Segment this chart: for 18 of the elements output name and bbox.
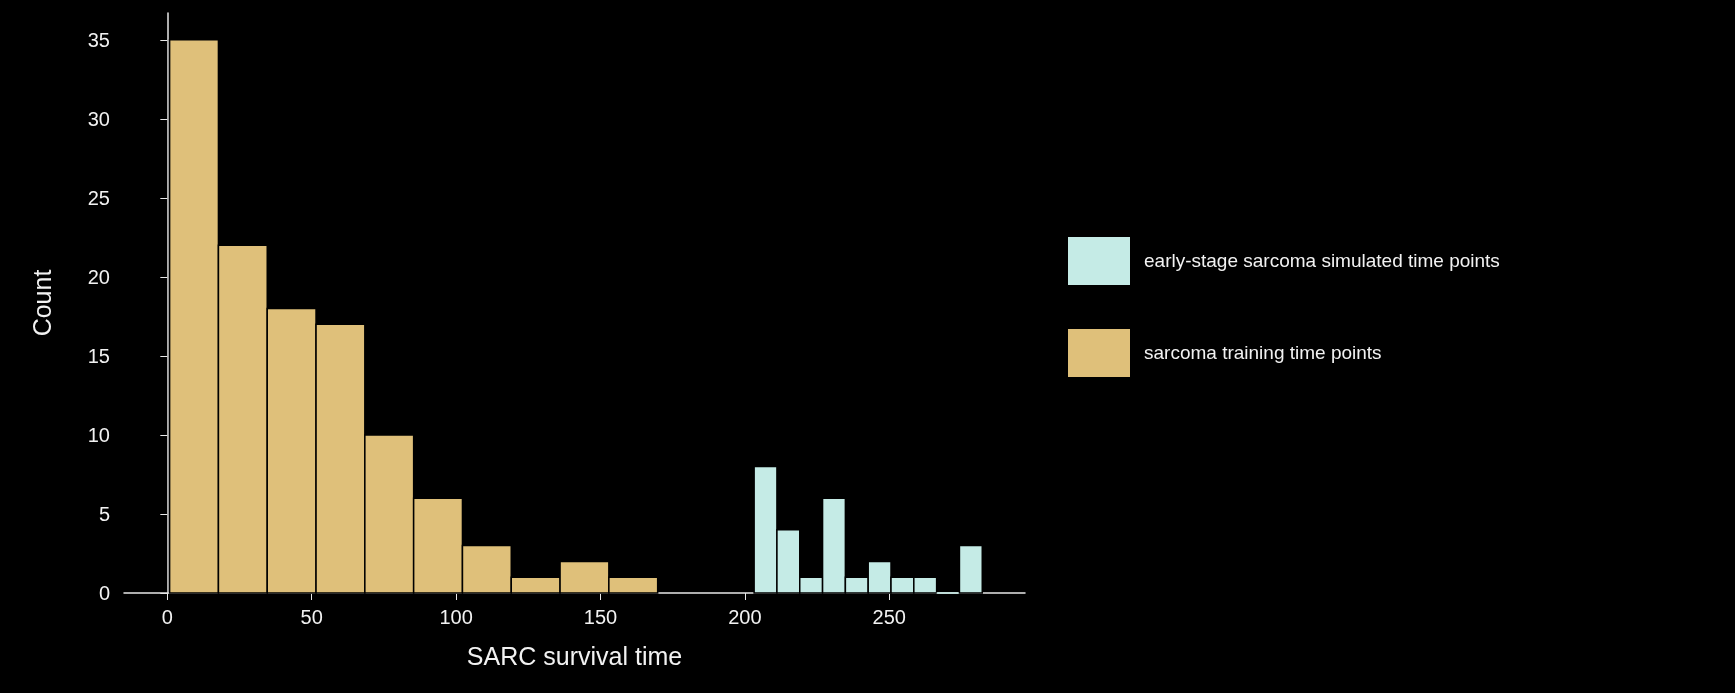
x-tick-label: 250 bbox=[872, 606, 906, 628]
y-tick-label: 30 bbox=[87, 107, 110, 130]
x-tick-label: 100 bbox=[439, 606, 473, 628]
y-axis-title: Count bbox=[27, 269, 56, 337]
text: sarcoma training time points bbox=[1144, 342, 1382, 364]
x-tick-label: 0 bbox=[161, 606, 173, 628]
y-tick-label: 20 bbox=[87, 265, 110, 288]
y-tick-label: 25 bbox=[87, 186, 110, 209]
x-tick-label: 200 bbox=[728, 606, 762, 628]
y-tick-label: 5 bbox=[98, 502, 110, 525]
x-axis-title: SARC survival time bbox=[466, 641, 683, 670]
text: early-stage sarcoma simulated time points bbox=[1144, 250, 1500, 272]
x-tick-label: 150 bbox=[583, 606, 618, 628]
y-tick-label: 10 bbox=[87, 423, 110, 446]
y-tick-label: 15 bbox=[87, 344, 110, 367]
x-tick-label: 50 bbox=[300, 606, 323, 628]
y-tick-label: 0 bbox=[98, 582, 110, 604]
y-tick-label: 35 bbox=[87, 28, 110, 51]
